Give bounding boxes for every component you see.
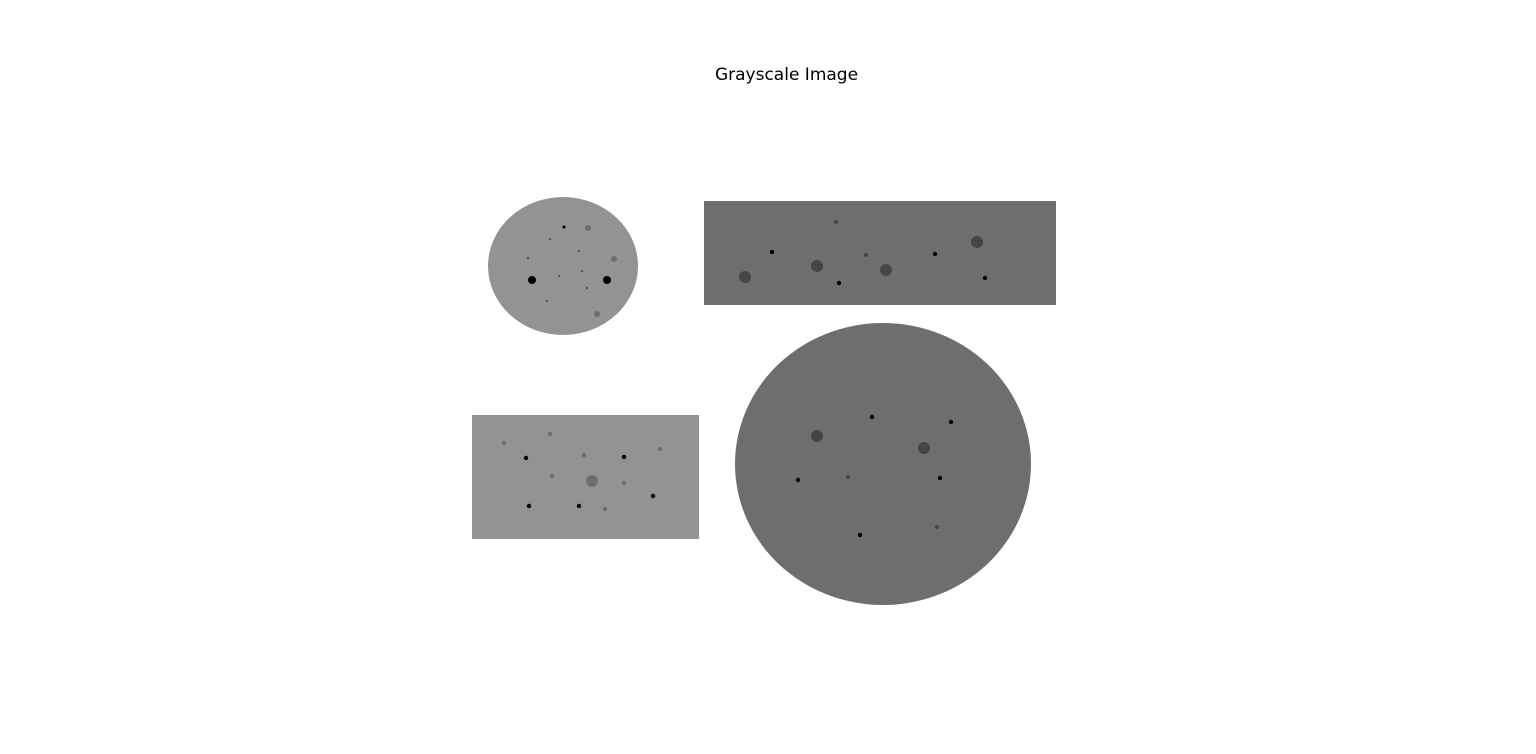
large-ellipse <box>735 323 1031 605</box>
wide-rectangle <box>704 201 1056 305</box>
figure-title: Grayscale Image <box>714 65 859 85</box>
small-ellipse <box>488 197 638 335</box>
lower-rectangle <box>472 415 699 539</box>
